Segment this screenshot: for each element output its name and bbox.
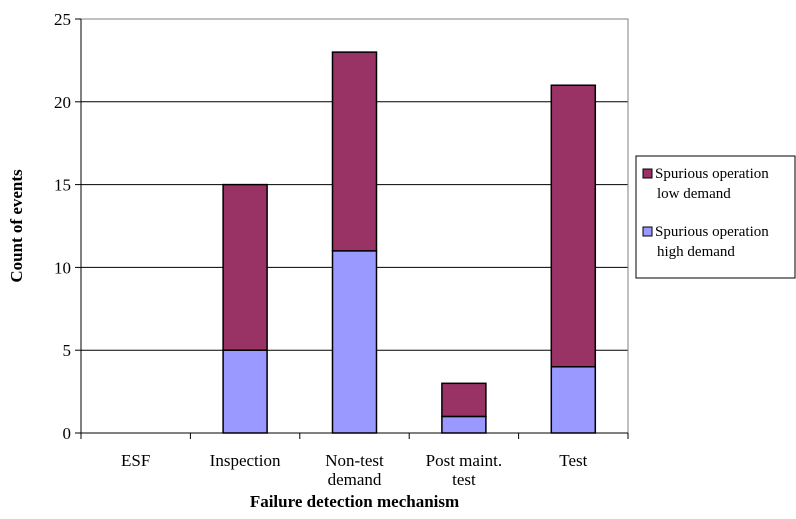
legend-box [635,155,796,279]
legend-swatch [642,168,653,179]
bars [222,51,597,434]
bar-segment-series-1 [441,415,487,434]
x-category-label: ESF [121,451,150,470]
bar-segment-series-1 [222,349,268,434]
x-category-label: Post maint. [426,451,503,470]
bar-segment-series-2 [441,382,487,418]
x-category-label: Test [559,451,587,470]
y-tick-label: 25 [54,10,71,29]
legend-label: high demand [657,244,735,260]
legend-swatch [642,226,653,237]
legend-label: Spurious operation [655,166,769,182]
bar-segment-series-1 [331,250,378,434]
y-axis-ticks: 0 5 10 15 20 25 [54,10,629,443]
y-tick-label: 10 [54,258,71,277]
x-category-label: test [452,470,476,489]
y-tick-label: 15 [54,176,71,195]
y-tick-label: 5 [63,341,72,360]
bar-segment-series-2 [550,84,597,368]
bar-segment-series-2 [222,183,268,351]
bar-segment-series-2 [331,51,378,252]
y-tick-label: 20 [54,93,71,112]
x-category-label: demand [328,470,382,489]
y-tick-label: 0 [63,424,72,443]
legend-label: low demand [657,186,731,202]
x-category-label: Non-test [325,451,384,470]
x-axis-title: Failure detection mechanism [250,492,459,511]
legend: Spurious operation low demand Spurious ope… [635,155,796,279]
bar-segment-series-1 [550,366,597,434]
y-axis-title: Count of events [7,169,26,283]
legend-label: Spurious operation [655,224,769,240]
x-category-label: Inspection [210,451,281,470]
